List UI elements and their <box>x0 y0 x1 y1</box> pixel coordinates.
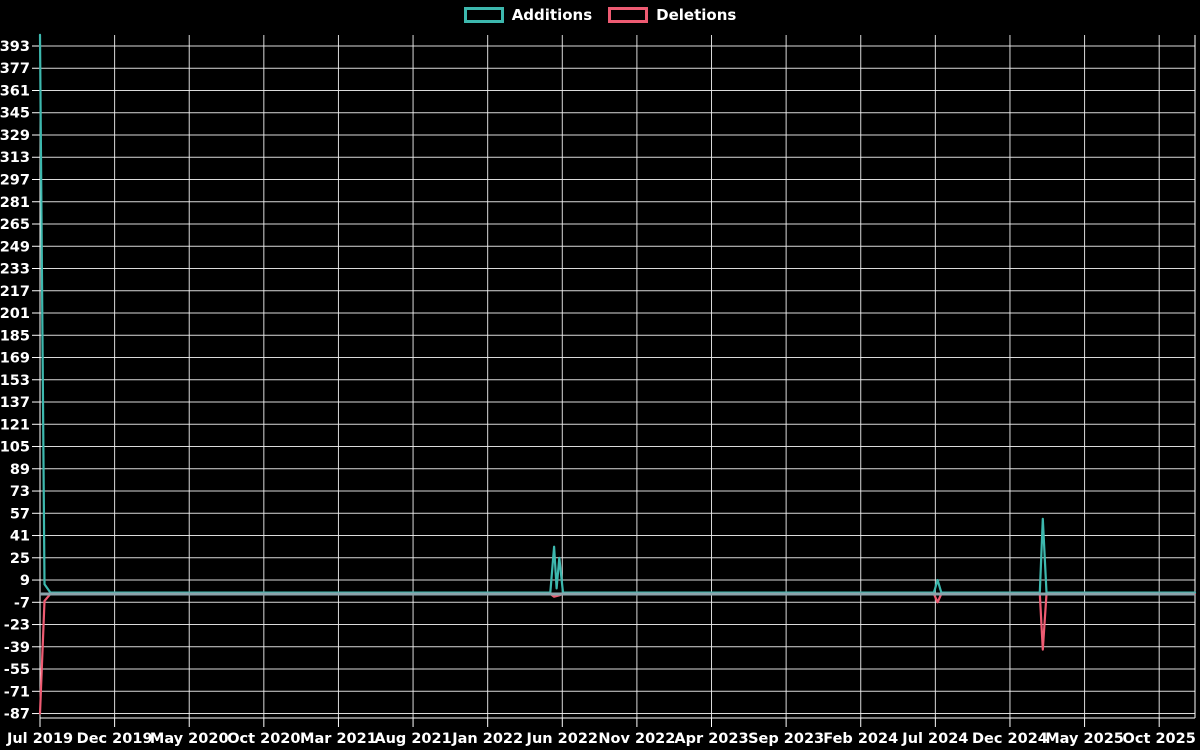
y-tick-label: 105 <box>0 440 30 456</box>
x-tick-label: Oct 2020 <box>227 731 300 747</box>
y-tick-label: 73 <box>10 484 30 500</box>
y-tick-label: 57 <box>10 506 30 522</box>
y-tick-label: 169 <box>0 351 30 367</box>
y-tick-label: 217 <box>0 284 30 300</box>
y-tick-label: 313 <box>0 150 30 166</box>
y-tick-labels: 393 377 361 345 329 313 297 281 265 249 233 217 201 1… <box>0 39 30 723</box>
y-tick-label: 377 <box>0 61 30 77</box>
y-tick-label: -71 <box>4 684 30 700</box>
x-tick-label: Jul 2019 <box>6 731 73 747</box>
x-gridlines <box>39 35 1160 718</box>
x-tick-label: May 2020 <box>150 731 229 747</box>
x-tick-label: Dec 2024 <box>972 731 1048 747</box>
deletions-line <box>38 592 1197 715</box>
y-tick-label: 297 <box>0 172 30 188</box>
series-lines <box>38 33 1197 715</box>
x-tick-label: Aug 2021 <box>374 731 451 747</box>
x-tick-marks <box>39 718 1160 727</box>
legend-item-additions: Additions <box>463 5 593 24</box>
x-tick-label: May 2025 <box>1045 731 1124 747</box>
additions-line <box>38 33 1197 594</box>
x-tick-label: Feb 2024 <box>823 731 898 747</box>
y-gridlines <box>40 45 1195 715</box>
y-tick-label: 89 <box>10 462 30 478</box>
deletions-swatch-icon <box>608 7 649 23</box>
x-tick-label: Mar 2021 <box>300 731 377 747</box>
axis-frame <box>39 35 1196 719</box>
legend-item-deletions: Deletions <box>608 7 736 23</box>
y-tick-label: 9 <box>20 573 30 589</box>
x-tick-label: Oct 2025 <box>1123 731 1196 747</box>
y-tick-label: 121 <box>0 417 30 433</box>
x-tick-label: Jun 2022 <box>526 731 598 747</box>
x-tick-label: Jul 2024 <box>901 731 968 747</box>
chart-legend: Additions Deletions <box>0 7 1200 23</box>
y-tick-label: 249 <box>0 239 30 255</box>
y-tick-label: 185 <box>0 328 30 344</box>
y-tick-label: -55 <box>4 662 30 678</box>
y-tick-label: 393 <box>0 39 30 55</box>
y-tick-label: 281 <box>0 195 30 211</box>
y-tick-label: 265 <box>0 217 30 233</box>
legend-label-additions: Additions <box>511 5 593 24</box>
y-tick-label: 137 <box>0 395 30 411</box>
additions-swatch-icon <box>463 7 504 23</box>
y-tick-label: -87 <box>4 707 30 723</box>
y-tick-label: 361 <box>0 83 30 99</box>
y-tick-label: -39 <box>4 640 30 656</box>
y-tick-label: 201 <box>0 306 30 322</box>
x-tick-label: Dec 2019 <box>77 731 153 747</box>
y-tick-label: 233 <box>0 262 30 278</box>
x-tick-label: Nov 2022 <box>598 731 675 747</box>
y-tick-marks <box>32 45 40 715</box>
y-tick-label: -23 <box>4 618 30 634</box>
y-tick-label: -7 <box>14 595 30 611</box>
x-tick-label: Sep 2023 <box>748 731 824 747</box>
y-tick-label: 153 <box>0 373 30 389</box>
x-tick-label: Apr 2023 <box>674 731 748 747</box>
y-tick-label: 41 <box>10 529 30 545</box>
legend-label-deletions: Deletions <box>656 5 737 24</box>
x-tick-label: Jan 2022 <box>451 731 523 747</box>
y-tick-label: 329 <box>0 128 30 144</box>
y-tick-label: 25 <box>10 551 30 567</box>
y-tick-label: 345 <box>0 106 30 122</box>
